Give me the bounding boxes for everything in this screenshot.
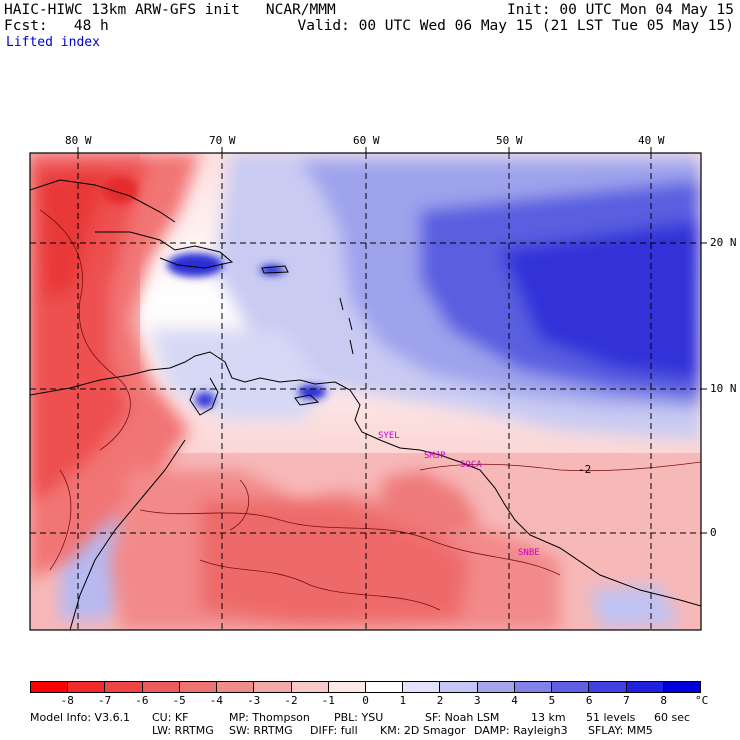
lon-label-70w: 70 W — [209, 134, 236, 147]
footer-lw: LW: RRTMG — [152, 724, 214, 737]
colorbar-swatch — [439, 682, 477, 692]
colorbar-tick-label: 1 — [399, 694, 407, 707]
colorbar — [30, 681, 701, 693]
footer-sflay: SFLAY: MM5 — [588, 724, 653, 737]
contour-label: -2 — [578, 463, 592, 476]
footer-sw: SW: RRTMG — [229, 724, 293, 737]
axis-ticks — [77, 147, 707, 534]
colorbar-swatch — [253, 682, 291, 692]
coastlines — [30, 179, 701, 630]
colorbar-tick-label: -5 — [172, 694, 186, 707]
lon-label-40w: 40 W — [638, 134, 665, 147]
colorbar-tick-label: -2 — [284, 694, 298, 707]
colorbar-swatch — [513, 682, 552, 692]
footer-timestep: 60 sec — [654, 711, 691, 724]
colorbar-tick-label: 6 — [585, 694, 593, 707]
footer-resolution: 13 km — [531, 711, 566, 724]
colorbar-swatch — [104, 682, 142, 692]
contours — [39, 209, 701, 611]
colorbar-tick-label: 8 — [660, 694, 668, 707]
field-shading — [30, 153, 701, 630]
forecast-hour: Fcst: 48 h — [4, 18, 109, 34]
lat-label-20n: 20 N — [710, 236, 737, 249]
colorbar-swatch — [625, 682, 663, 692]
lon-label-60w: 60 W — [353, 134, 380, 147]
colorbar-tick-label: -1 — [321, 694, 335, 707]
colorbar-unit: °C — [695, 694, 709, 707]
colorbar-tick-label: 5 — [548, 694, 556, 707]
colorbar-tick-label: -7 — [97, 694, 112, 707]
station-soca: SOCA — [460, 460, 482, 470]
footer-pbl: PBL: YSU — [334, 711, 384, 724]
lon-label-50w: 50 W — [496, 134, 523, 147]
colorbar-tick-label: -6 — [135, 694, 149, 707]
station-syel: SYEL — [378, 431, 400, 441]
colorbar-tick-label: 7 — [623, 694, 630, 707]
init-time: Init: 00 UTC Mon 04 May 15 — [507, 2, 734, 18]
colorbar-tick-label: -8 — [60, 694, 74, 707]
model-title: HAIC-HIWC 13km ARW-GFS init NCAR/MMM — [4, 2, 336, 18]
colorbar-swatch — [327, 682, 365, 692]
colorbar-swatch — [31, 682, 68, 692]
colorbar-swatch — [588, 682, 626, 692]
colorbar-swatch — [364, 682, 403, 692]
colorbar-tick-label: 4 — [511, 694, 518, 707]
colorbar-tick-label: 0 — [362, 694, 369, 707]
footer-sf: SF: Noah LSM — [425, 711, 500, 724]
valid-time: Valid: 00 UTC Wed 06 May 15 (21 LST Tue … — [297, 18, 735, 34]
colorbar-swatch — [67, 682, 105, 692]
colorbar-swatch — [551, 682, 589, 692]
colorbar-swatch — [290, 682, 328, 692]
footer-damp: DAMP: Rayleigh3 — [474, 724, 568, 737]
colorbar-tick-label: -4 — [209, 694, 224, 707]
colorbar-tick-label: 3 — [474, 694, 481, 707]
colorbar-swatch — [216, 682, 254, 692]
colorbar-swatch — [662, 682, 700, 692]
lon-label-80w: 80 W — [65, 134, 92, 147]
colorbar-swatch — [402, 682, 440, 692]
station-snbe: SNBE — [518, 548, 540, 558]
lat-label-10n: 10 N — [710, 382, 737, 395]
footer-km: KM: 2D Smagor — [380, 724, 466, 737]
lat-lon-grid — [30, 153, 701, 630]
station-smjp: SMJP — [424, 451, 446, 461]
footer-mp: MP: Thompson — [229, 711, 310, 724]
footer-model-info: Model Info: V3.6.1 — [30, 711, 131, 724]
colorbar-tick-label: -3 — [247, 694, 261, 707]
lat-label-0: 0 — [710, 526, 717, 539]
colorbar-swatch — [141, 682, 179, 692]
footer-diff: DIFF: full — [310, 724, 358, 737]
colorbar-swatch — [178, 682, 217, 692]
colorbar-tick-label: 2 — [436, 694, 444, 707]
footer-levels: 51 levels — [586, 711, 636, 724]
footer-cu: CU: KF — [152, 711, 189, 724]
map-frame — [29, 152, 702, 631]
colorbar-swatch — [476, 682, 514, 692]
field-name: Lifted index — [6, 35, 100, 50]
